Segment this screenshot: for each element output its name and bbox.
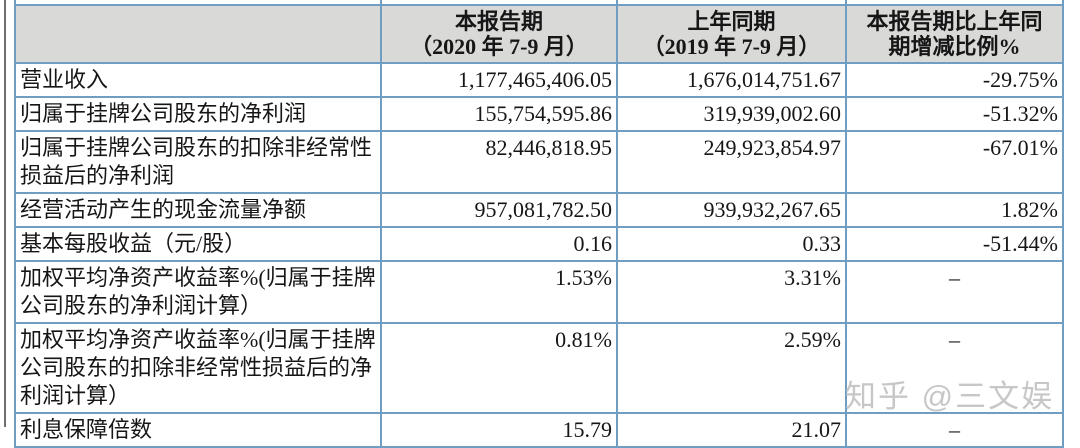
current-period-value: 1,177,465,406.05 [380,62,618,98]
header-current-period-title: 本报告期 [454,9,543,34]
prior-period-value: 939,932,267.65 [616,192,847,228]
clipped-cell [845,0,1064,6]
row-label: 利息保障倍数 [14,412,382,448]
table-row-operating-revenue: 营业收入 1,177,465,406.05 1,676,014,751.67 -… [14,62,1064,98]
table-row-interest-coverage: 利息保障倍数 15.79 21.07 – [14,412,1064,448]
change-value: 1.82% [845,192,1064,228]
current-period-value: 957,081,782.50 [380,192,618,228]
change-value: – [845,260,1064,324]
header-prior-period: 上年同期 （2019 年 7-9 月） [616,4,847,64]
row-label: 营业收入 [14,62,382,98]
page-edge-line [4,0,6,427]
prior-period-value: 0.33 [616,226,847,262]
prior-period-value: 1,676,014,751.67 [616,62,847,98]
change-value: -51.32% [845,96,1064,132]
row-label: 加权平均净资产收益率%(归属于挂牌公司股东的净利润计算） [14,260,382,324]
header-prior-period-title: 上年同期 [687,9,776,34]
current-period-value: 1.53% [380,260,618,324]
prior-period-value: 2.59% [616,322,847,414]
table-row-operating-cash-flow: 经营活动产生的现金流量净额 957,081,782.50 939,932,267… [14,192,1064,228]
current-period-value: 155,754,595.86 [380,96,618,132]
header-current-period-range: （2020 年 7-9 月） [410,34,588,59]
prior-period-value: 21.07 [616,412,847,448]
row-label: 加权平均净资产收益率%(归属于挂牌公司股东的扣除非经常性损益后的净利润计算） [14,322,382,414]
header-prior-period-range: （2019 年 7-9 月） [642,34,821,59]
zhihu-watermark: 知乎 @三文娱 [845,379,1055,414]
row-label: 经营活动产生的现金流量净额 [14,192,382,228]
header-empty-cell [14,4,382,64]
row-label: 归属于挂牌公司股东的扣除非经常性损益后的净利润 [14,130,382,194]
current-period-value: 82,446,818.95 [380,130,618,194]
header-change-ratio-line1: 本报告期比上年同 [866,9,1043,34]
prior-period-value: 249,923,854.97 [616,130,847,194]
header-current-period: 本报告期 （2020 年 7-9 月） [380,4,618,64]
prior-period-value: 319,939,002.60 [616,96,847,132]
current-period-value: 0.81% [380,322,618,414]
current-period-value: 0.16 [380,226,618,262]
table-header-row: 本报告期 （2020 年 7-9 月） 上年同期 （2019 年 7-9 月） … [14,4,1064,64]
change-value: -67.01% [845,130,1064,194]
clipped-cell [616,0,847,6]
table-row-net-profit: 归属于挂牌公司股东的净利润 155,754,595.86 319,939,002… [14,96,1064,132]
change-value: – [845,412,1064,448]
table-row-weighted-roe-net-profit: 加权平均净资产收益率%(归属于挂牌公司股东的净利润计算） 1.53% 3.31%… [14,260,1064,324]
row-label: 归属于挂牌公司股东的净利润 [14,96,382,132]
header-change-ratio: 本报告期比上年同 期增减比例% [845,4,1064,64]
header-change-ratio-line2: 期增减比例% [888,34,1021,59]
clipped-cell [380,0,618,6]
change-value: – [845,322,1064,414]
financial-summary-table: 本报告期 （2020 年 7-9 月） 上年同期 （2019 年 7-9 月） … [14,0,1064,448]
table-row-net-profit-excl-nonrecurring: 归属于挂牌公司股东的扣除非经常性损益后的净利润 82,446,818.95 24… [14,130,1064,194]
current-period-value: 15.79 [380,412,618,448]
prior-period-value: 3.31% [616,260,847,324]
clipped-row-above-header [14,0,1064,6]
change-value: -29.75% [845,62,1064,98]
table-row-basic-eps: 基本每股收益（元/股） 0.16 0.33 -51.44% [14,226,1064,262]
change-value: -51.44% [845,226,1064,262]
clipped-cell [14,0,382,6]
row-label: 基本每股收益（元/股） [14,226,382,262]
table-row-weighted-roe-excl-nonrecurring: 加权平均净资产收益率%(归属于挂牌公司股东的扣除非经常性损益后的净利润计算） 0… [14,322,1064,414]
